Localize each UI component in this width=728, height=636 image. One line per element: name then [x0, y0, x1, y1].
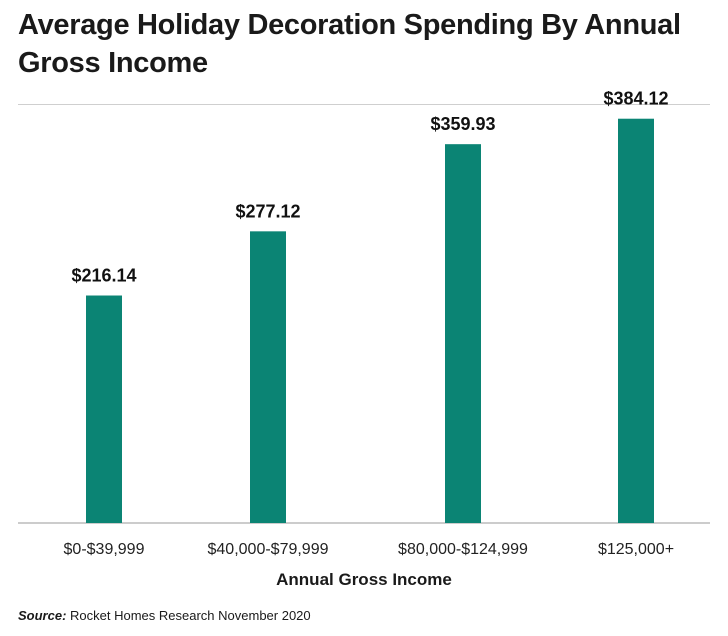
x-tick-label-4: $125,000+ [598, 541, 674, 558]
bar-1 [86, 295, 122, 523]
bar-2 [250, 231, 286, 523]
source-label: Source: [18, 608, 67, 623]
data-label-1: $216.14 [71, 266, 136, 286]
x-tick-label-1: $0-$39,999 [64, 541, 145, 558]
bar-3 [445, 144, 481, 523]
chart-title: Average Holiday Decoration Spending By A… [18, 9, 681, 79]
x-tick-label-3: $80,000-$124,999 [398, 541, 528, 558]
data-label-2: $277.12 [235, 201, 300, 221]
title-divider [18, 104, 710, 105]
source-note: Source: Rocket Homes Research November 2… [18, 608, 311, 623]
x-axis-label: Annual Gross Income [276, 570, 452, 589]
data-label-3: $359.93 [430, 114, 495, 134]
x-tick-label-2: $40,000-$79,999 [208, 541, 329, 558]
data-label-4: $384.12 [603, 89, 668, 109]
bar-chart: $216.14 $0-$39,999 $277.12 $40,000-$79,999 $… [18, 89, 710, 558]
bar-4 [618, 118, 654, 524]
source-text: Rocket Homes Research November 2020 [70, 608, 311, 623]
